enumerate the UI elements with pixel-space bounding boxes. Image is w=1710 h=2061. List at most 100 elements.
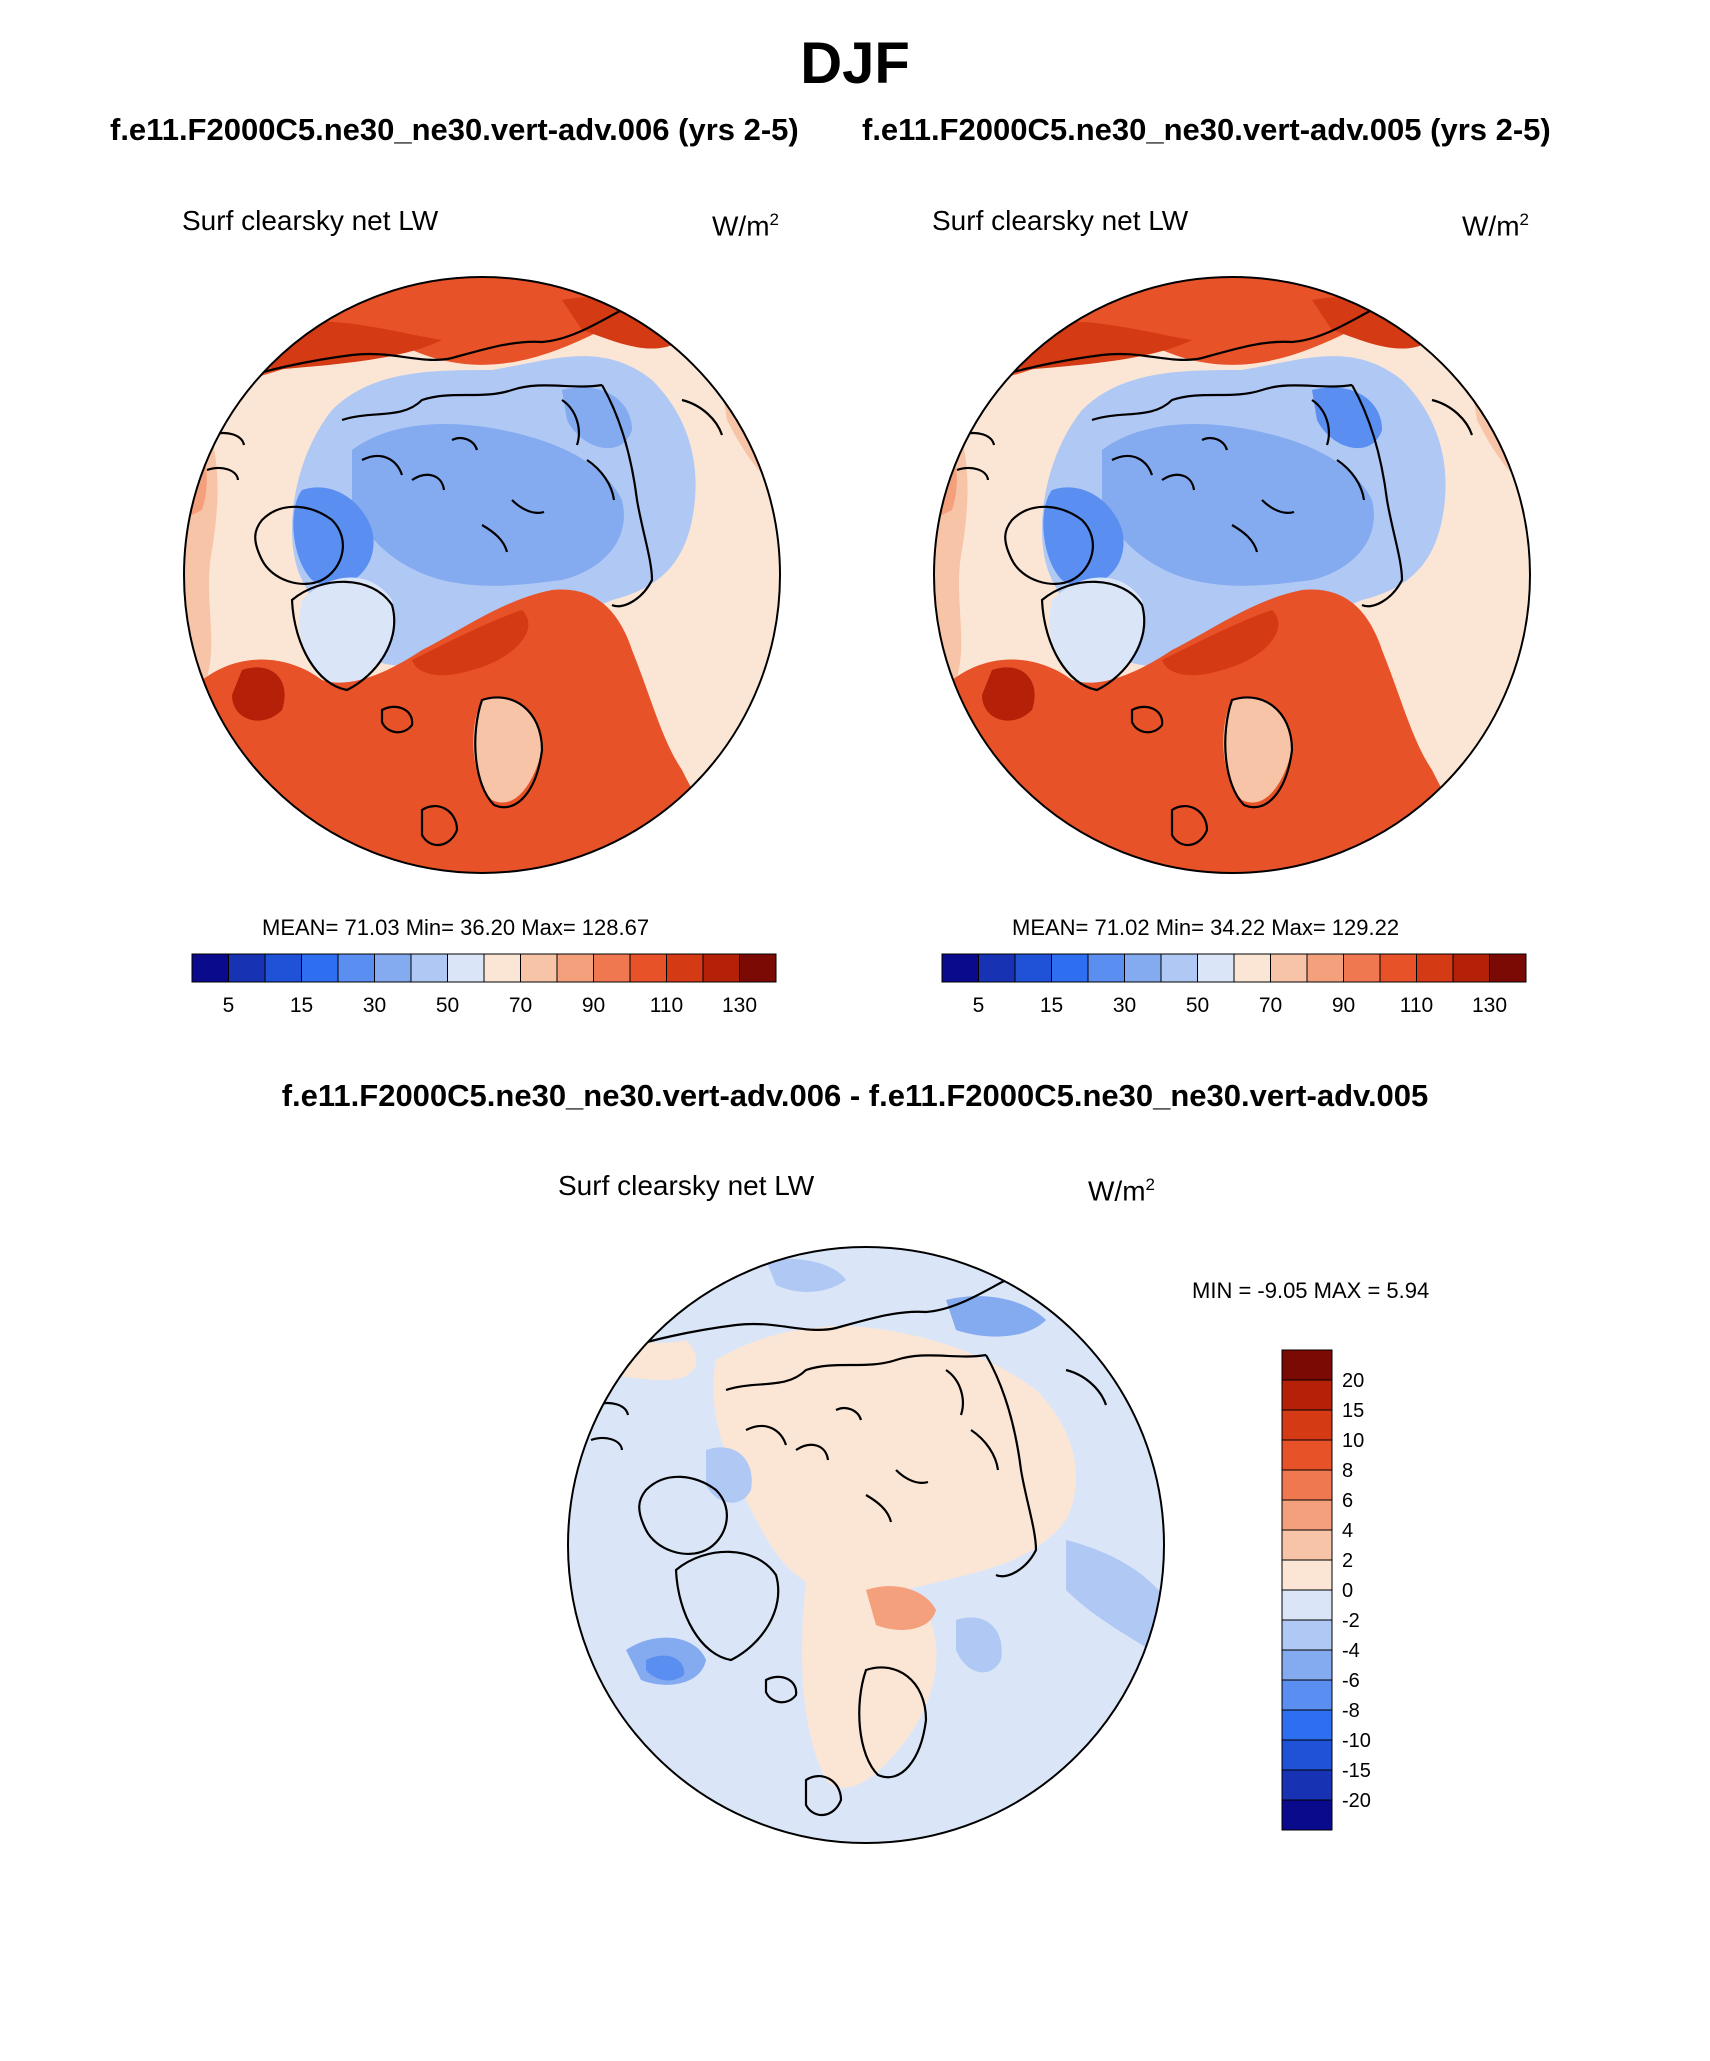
panel-1-units: W/m2 bbox=[712, 210, 779, 242]
colorbar-box bbox=[1281, 1799, 1333, 1831]
map-fill-negative-far-east bbox=[1066, 1540, 1164, 1660]
panel-2-variable-label: Surf clearsky net LW bbox=[932, 205, 1189, 236]
map-panel-difference bbox=[567, 1246, 1165, 1844]
map-fill-negative-east bbox=[956, 1617, 1002, 1673]
colorbar-box bbox=[1124, 953, 1162, 983]
colorbar-tick-label: 15 bbox=[1040, 994, 1063, 1017]
map-fill-atlantic-hot bbox=[982, 667, 1035, 721]
colorbar-box bbox=[1416, 953, 1454, 983]
colorbar-panel-1: 5 15 30 50 70 90 110 130 bbox=[191, 953, 777, 1017]
colorbar-box bbox=[1087, 953, 1125, 983]
colorbar-box bbox=[978, 953, 1016, 983]
map-fill-coldest bbox=[293, 487, 374, 587]
map-fill-atlantic-warm bbox=[184, 589, 742, 873]
map-border bbox=[567, 1246, 1165, 1844]
colorbar-box bbox=[1489, 953, 1527, 983]
colorbar-box bbox=[1281, 1379, 1333, 1411]
colorbar-tick-label: 8 bbox=[1342, 1460, 1353, 1482]
colorbar-tick-label: 110 bbox=[1400, 994, 1433, 1017]
panel-1-variable-label: Surf clearsky net LW bbox=[182, 205, 439, 236]
colorbar-box bbox=[1281, 1589, 1333, 1621]
colorbar-box bbox=[483, 953, 521, 983]
colorbar-tick-label: 15 bbox=[1342, 1400, 1364, 1422]
colorbar-box bbox=[629, 953, 667, 983]
colorbar-box bbox=[1233, 953, 1271, 983]
map-panel-1 bbox=[183, 276, 781, 874]
colorbar-box bbox=[1343, 953, 1381, 983]
colorbar-box bbox=[374, 953, 412, 983]
colorbar-panel-2: 5 15 30 50 70 90 110 130 bbox=[941, 953, 1527, 1017]
colorbar-box bbox=[556, 953, 594, 983]
map-fill-negative-archipelago bbox=[706, 1447, 752, 1503]
figure-title: DJF bbox=[800, 31, 910, 96]
case-title-left: f.e11.F2000C5.ne30_ne30.vert-adv.006 (yr… bbox=[110, 112, 799, 147]
map-fill-hot-top-right bbox=[1312, 297, 1432, 349]
colorbar-box bbox=[1306, 953, 1344, 983]
colorbar-tick-label: 50 bbox=[1186, 994, 1209, 1017]
colorbar-box bbox=[593, 953, 631, 983]
colorbar-box bbox=[1281, 1679, 1333, 1711]
colorbar-box bbox=[1281, 1769, 1333, 1801]
colorbar-tick-labels: 5 15 30 50 70 90 110 130 bbox=[973, 994, 1507, 1017]
difference-title: f.e11.F2000C5.ne30_ne30.vert-adv.006 - f… bbox=[281, 1078, 1429, 1113]
map-fill-negative-strong bbox=[646, 1655, 685, 1681]
panel-2-stats: MEAN= 71.02 Min= 34.22 Max= 129.22 bbox=[1012, 915, 1400, 940]
panel-3-units: W/m2 bbox=[1088, 1175, 1155, 1207]
colorbar-tick-label: 20 bbox=[1342, 1370, 1364, 1392]
colorbar-box bbox=[1281, 1409, 1333, 1441]
map-panel-2 bbox=[933, 276, 1531, 874]
colorbar-box bbox=[264, 953, 302, 983]
map-fill-positive-nordic bbox=[866, 1586, 936, 1630]
colorbar-tick-label: 0 bbox=[1342, 1580, 1353, 1602]
colorbar-box bbox=[1281, 1709, 1333, 1741]
map-fill-east bbox=[1428, 520, 1530, 873]
colorbar-tick-label: 90 bbox=[582, 994, 605, 1017]
colorbar-box bbox=[447, 953, 485, 983]
colorbar-tick-label: 10 bbox=[1342, 1430, 1364, 1452]
colorbar-box bbox=[1270, 953, 1308, 983]
colorbar-tick-label: 5 bbox=[223, 994, 235, 1017]
colorbar-box bbox=[1281, 1439, 1333, 1471]
panel-1-stats: MEAN= 71.03 Min= 36.20 Max= 128.67 bbox=[262, 915, 650, 940]
colorbar-box bbox=[1160, 953, 1198, 983]
colorbar-tick-labels: 5 15 30 50 70 90 110 130 bbox=[223, 994, 757, 1017]
map-fill-greenland bbox=[299, 577, 394, 690]
colorbar-box bbox=[1379, 953, 1417, 983]
colorbar-box bbox=[1281, 1499, 1333, 1531]
colorbar-tick-label: 2 bbox=[1342, 1550, 1353, 1572]
colorbar-box bbox=[1281, 1529, 1333, 1561]
colorbar-box bbox=[1281, 1619, 1333, 1651]
map-fill-colder bbox=[1102, 424, 1374, 586]
panel-2-units: W/m2 bbox=[1462, 210, 1529, 242]
map-coastlines bbox=[206, 305, 724, 846]
colorbar-tick-label: 90 bbox=[1332, 994, 1355, 1017]
colorbar-tick-label: -8 bbox=[1342, 1700, 1360, 1722]
colorbar-box bbox=[1452, 953, 1490, 983]
map-fill-greenland bbox=[1049, 577, 1144, 690]
colorbar-box bbox=[191, 953, 229, 983]
colorbar-tick-label: 130 bbox=[722, 994, 757, 1017]
colorbar-box bbox=[702, 953, 740, 983]
map-fill-hot-top-right bbox=[562, 297, 682, 349]
colorbar-tick-label: -10 bbox=[1342, 1730, 1371, 1752]
map-fill-colder bbox=[352, 424, 624, 586]
colorbar-tick-label: 110 bbox=[650, 994, 683, 1017]
colorbar-box bbox=[410, 953, 448, 983]
colorbar-tick-label: 70 bbox=[509, 994, 532, 1017]
colorbar-box bbox=[1281, 1349, 1333, 1381]
map-fill-nordic-hot bbox=[1162, 610, 1279, 676]
colorbar-box bbox=[1281, 1469, 1333, 1501]
map-fill-positive-core bbox=[713, 1326, 1076, 1595]
colorbar-tick-label: 5 bbox=[973, 994, 985, 1017]
colorbar-box bbox=[666, 953, 704, 983]
map-fill-atlantic-hot bbox=[232, 667, 285, 721]
colorbar-box bbox=[1014, 953, 1052, 983]
map-border bbox=[183, 276, 781, 874]
case-title-right: f.e11.F2000C5.ne30_ne30.vert-adv.005 (yr… bbox=[862, 112, 1551, 147]
colorbar-box bbox=[739, 953, 777, 983]
colorbar-tick-label: 70 bbox=[1259, 994, 1282, 1017]
map-fill-positive-west bbox=[568, 1337, 697, 1380]
colorbar-box bbox=[941, 953, 979, 983]
map-fill-atlantic-warm bbox=[934, 589, 1492, 873]
colorbar-tick-label: -2 bbox=[1342, 1610, 1360, 1632]
